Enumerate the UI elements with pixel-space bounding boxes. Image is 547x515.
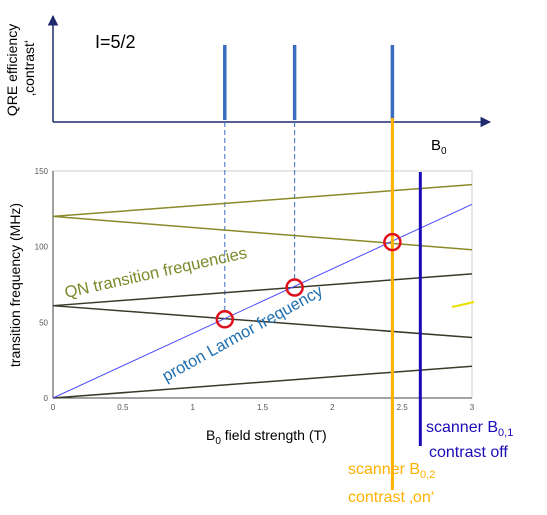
qre-ylabel-line2: ‚contrast‘: [21, 40, 37, 96]
xaxis-title-main: B: [206, 427, 215, 443]
crossing-circle: [383, 232, 402, 252]
y-tick-label: 0: [44, 394, 49, 403]
qn-line-lower: [52, 365, 473, 399]
scanner-off-label: scanner B0,1 contrast off: [426, 419, 518, 461]
xaxis-title-sub: 0: [215, 436, 221, 447]
scanner-off-line1: scanner B0,1: [426, 419, 513, 439]
qn-line-upper: [52, 183, 473, 218]
y-tick-labels: 0 50 100 150: [35, 167, 49, 403]
x-tick-label: 1: [190, 403, 195, 412]
y-tick-label: 150: [35, 167, 49, 176]
scanner-off-line2: contrast off: [429, 444, 508, 461]
crossing-circle: [285, 278, 304, 297]
plot-frame: [52, 170, 473, 399]
x-tick-label: 1.5: [257, 403, 269, 412]
freq-ylabel: transition frequency (MHz): [7, 203, 23, 367]
scanner-on-line2: contrast ‚on‘: [348, 489, 434, 506]
top-axis-label-main: B: [431, 137, 441, 154]
x-tick-label: 2: [330, 403, 335, 412]
qn-line-lower: [52, 273, 473, 307]
crossing-circle: [215, 310, 235, 329]
top-axis-label: B0: [431, 137, 447, 157]
bottom-panel: transition frequency (MHz) 0 0.5 1 1.5 2 2.5 3…: [7, 118, 518, 506]
qre-ylabel-line1: QRE efficiency: [4, 24, 20, 116]
y-tick-label: 50: [39, 318, 48, 327]
x-tick-label: 0.5: [117, 403, 129, 412]
x-tick-label: 0: [51, 403, 56, 412]
top-axis-label-sub: 0: [441, 146, 447, 157]
top-panel: QRE efficiency ‚contrast‘ I=5/2 B0: [4, 14, 492, 157]
xaxis-title: B0 field strength (T): [206, 427, 327, 447]
x-tick-label: 2.5: [397, 403, 409, 412]
xaxis-title-rest: field strength (T): [221, 427, 327, 443]
larmor-line: [52, 203, 473, 399]
crossing-markers: [215, 232, 402, 329]
x-tick-labels: 0 0.5 1 1.5 2 2.5 3: [51, 403, 475, 412]
qre-ylabel: QRE efficiency ‚contrast‘: [4, 20, 37, 116]
larmor-label: proton Larmor frequency: [159, 282, 326, 386]
spin-label: I=5/2: [95, 32, 136, 52]
qn-line-upper: [52, 215, 473, 251]
qn-transition-lines: [52, 183, 473, 399]
qn-line-lower: [52, 304, 473, 339]
x-tick-label: 3: [470, 403, 475, 412]
qre-peaks: [223, 45, 395, 120]
larmor-line-group: [52, 203, 473, 399]
y-tick-label: 100: [35, 243, 49, 252]
scanner-lines: [390, 118, 422, 490]
scanner-on-line1: scanner B0,2: [348, 461, 435, 481]
scanner-on-label: scanner B0,2 contrast ‚on‘: [348, 461, 440, 506]
peak-guide-lines: [224, 122, 296, 312]
yellow-mark: [451, 301, 475, 308]
